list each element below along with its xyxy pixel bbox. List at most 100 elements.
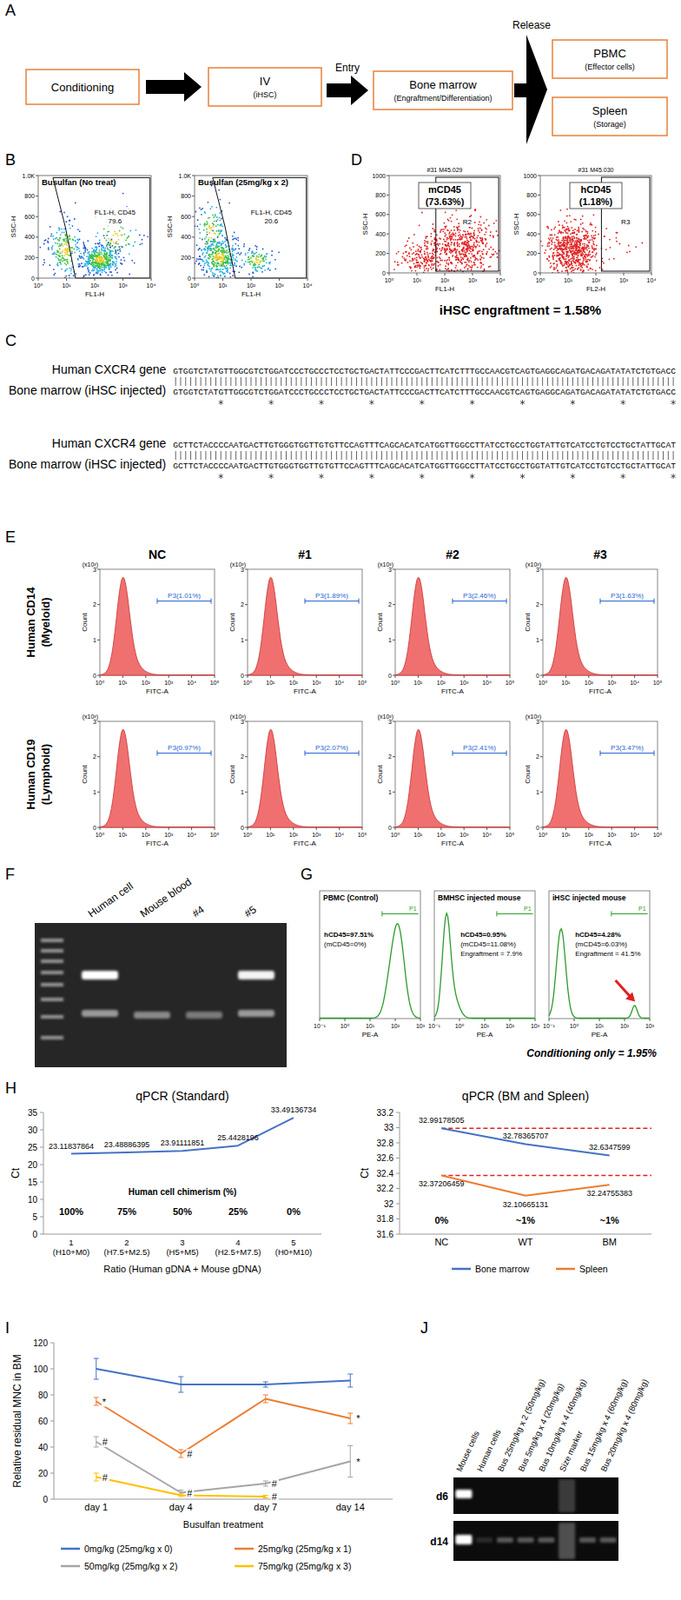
event-dot [449,247,451,250]
event-dot [211,251,214,254]
event-dot [394,260,397,263]
event-dot [461,258,463,261]
event-dot [92,257,95,260]
event-dot [94,266,97,269]
event-dot [488,265,490,268]
event-dot [473,231,476,234]
event-dot [104,250,106,252]
event-dot [61,244,64,247]
event-dot [469,259,471,262]
event-dot [92,268,94,271]
event-dot [201,207,204,210]
event-dot [102,245,105,248]
event-dot [234,257,237,260]
event-dot [196,244,199,246]
event-dot [235,238,238,240]
event-dot [421,262,424,265]
plot-frame [38,175,152,278]
event-dot [221,251,224,254]
event-dot [472,246,475,249]
event-dot [465,264,468,266]
event-dot [470,269,473,272]
event-dot [418,265,421,268]
tick [35,195,39,197]
event-dot [260,267,263,270]
event-dot [418,224,421,226]
event-dot [442,230,444,232]
event-dot [449,251,451,253]
event-dot [219,256,222,258]
event-dot [91,256,93,258]
event-dot [419,267,422,270]
event-dot [55,237,58,239]
event-dot [218,248,220,251]
event-dot [447,262,450,265]
event-dot [68,219,71,222]
event-dot [83,264,86,267]
event-dot [91,253,93,256]
event-dot [223,251,225,253]
event-dot [225,267,228,270]
event-dot [201,258,204,261]
event-dot [431,263,434,265]
event-dot [109,271,112,273]
event-dot [105,255,108,258]
event-dot [66,250,68,252]
event-dot [237,239,239,242]
event-dot [217,246,219,249]
event-dot [122,192,125,195]
event-dot [211,267,213,270]
event-dot [444,226,447,229]
event-dot [396,261,399,264]
axis-title: FL1-H [241,290,261,298]
event-dot [198,258,200,261]
event-dot [478,220,481,223]
event-dot [469,237,471,239]
event-dot [418,264,421,267]
event-dot [482,238,484,241]
event-dot [233,262,236,265]
plot-title: Busulfan (25mg/kg x 2) [198,177,289,187]
event-dot [430,256,433,258]
event-dot [252,271,255,274]
event-dot [413,263,416,265]
event-dot [96,259,99,262]
panel-d: #31 M45.029mCD45(73.63%)R210⁰10¹10²10³10… [361,166,656,318]
flow-node [552,39,668,79]
node-label: Conditioning [51,80,114,94]
event-dot [116,253,119,256]
event-dot [96,264,99,266]
event-dot [451,213,454,216]
event-dot [66,220,68,223]
event-dot [222,260,225,263]
event-dot [83,257,86,260]
event-dot [437,264,440,267]
event-dot [257,266,259,269]
event-dot [251,252,253,255]
event-dot [59,255,61,258]
event-dot [445,262,448,265]
node-sublabel: (Storage) [593,119,627,129]
event-dot [479,255,482,258]
event-dot [68,254,71,257]
event-dot [68,224,71,226]
event-dot [257,261,259,264]
event-dot [426,259,429,262]
event-dot [128,252,131,255]
event-dot [72,274,75,277]
event-dot [229,266,232,269]
event-dot [238,271,240,273]
tick [66,277,67,281]
event-dot [106,260,109,263]
event-dot [433,249,436,252]
event-dot [211,205,213,208]
event-dot [205,270,208,272]
event-dot [486,251,489,253]
event-dot [481,252,483,255]
event-dot [457,257,460,259]
event-dot [205,259,208,262]
event-dot [445,259,448,262]
event-dot [455,235,457,238]
event-dot [443,231,446,234]
event-dot [440,252,443,255]
